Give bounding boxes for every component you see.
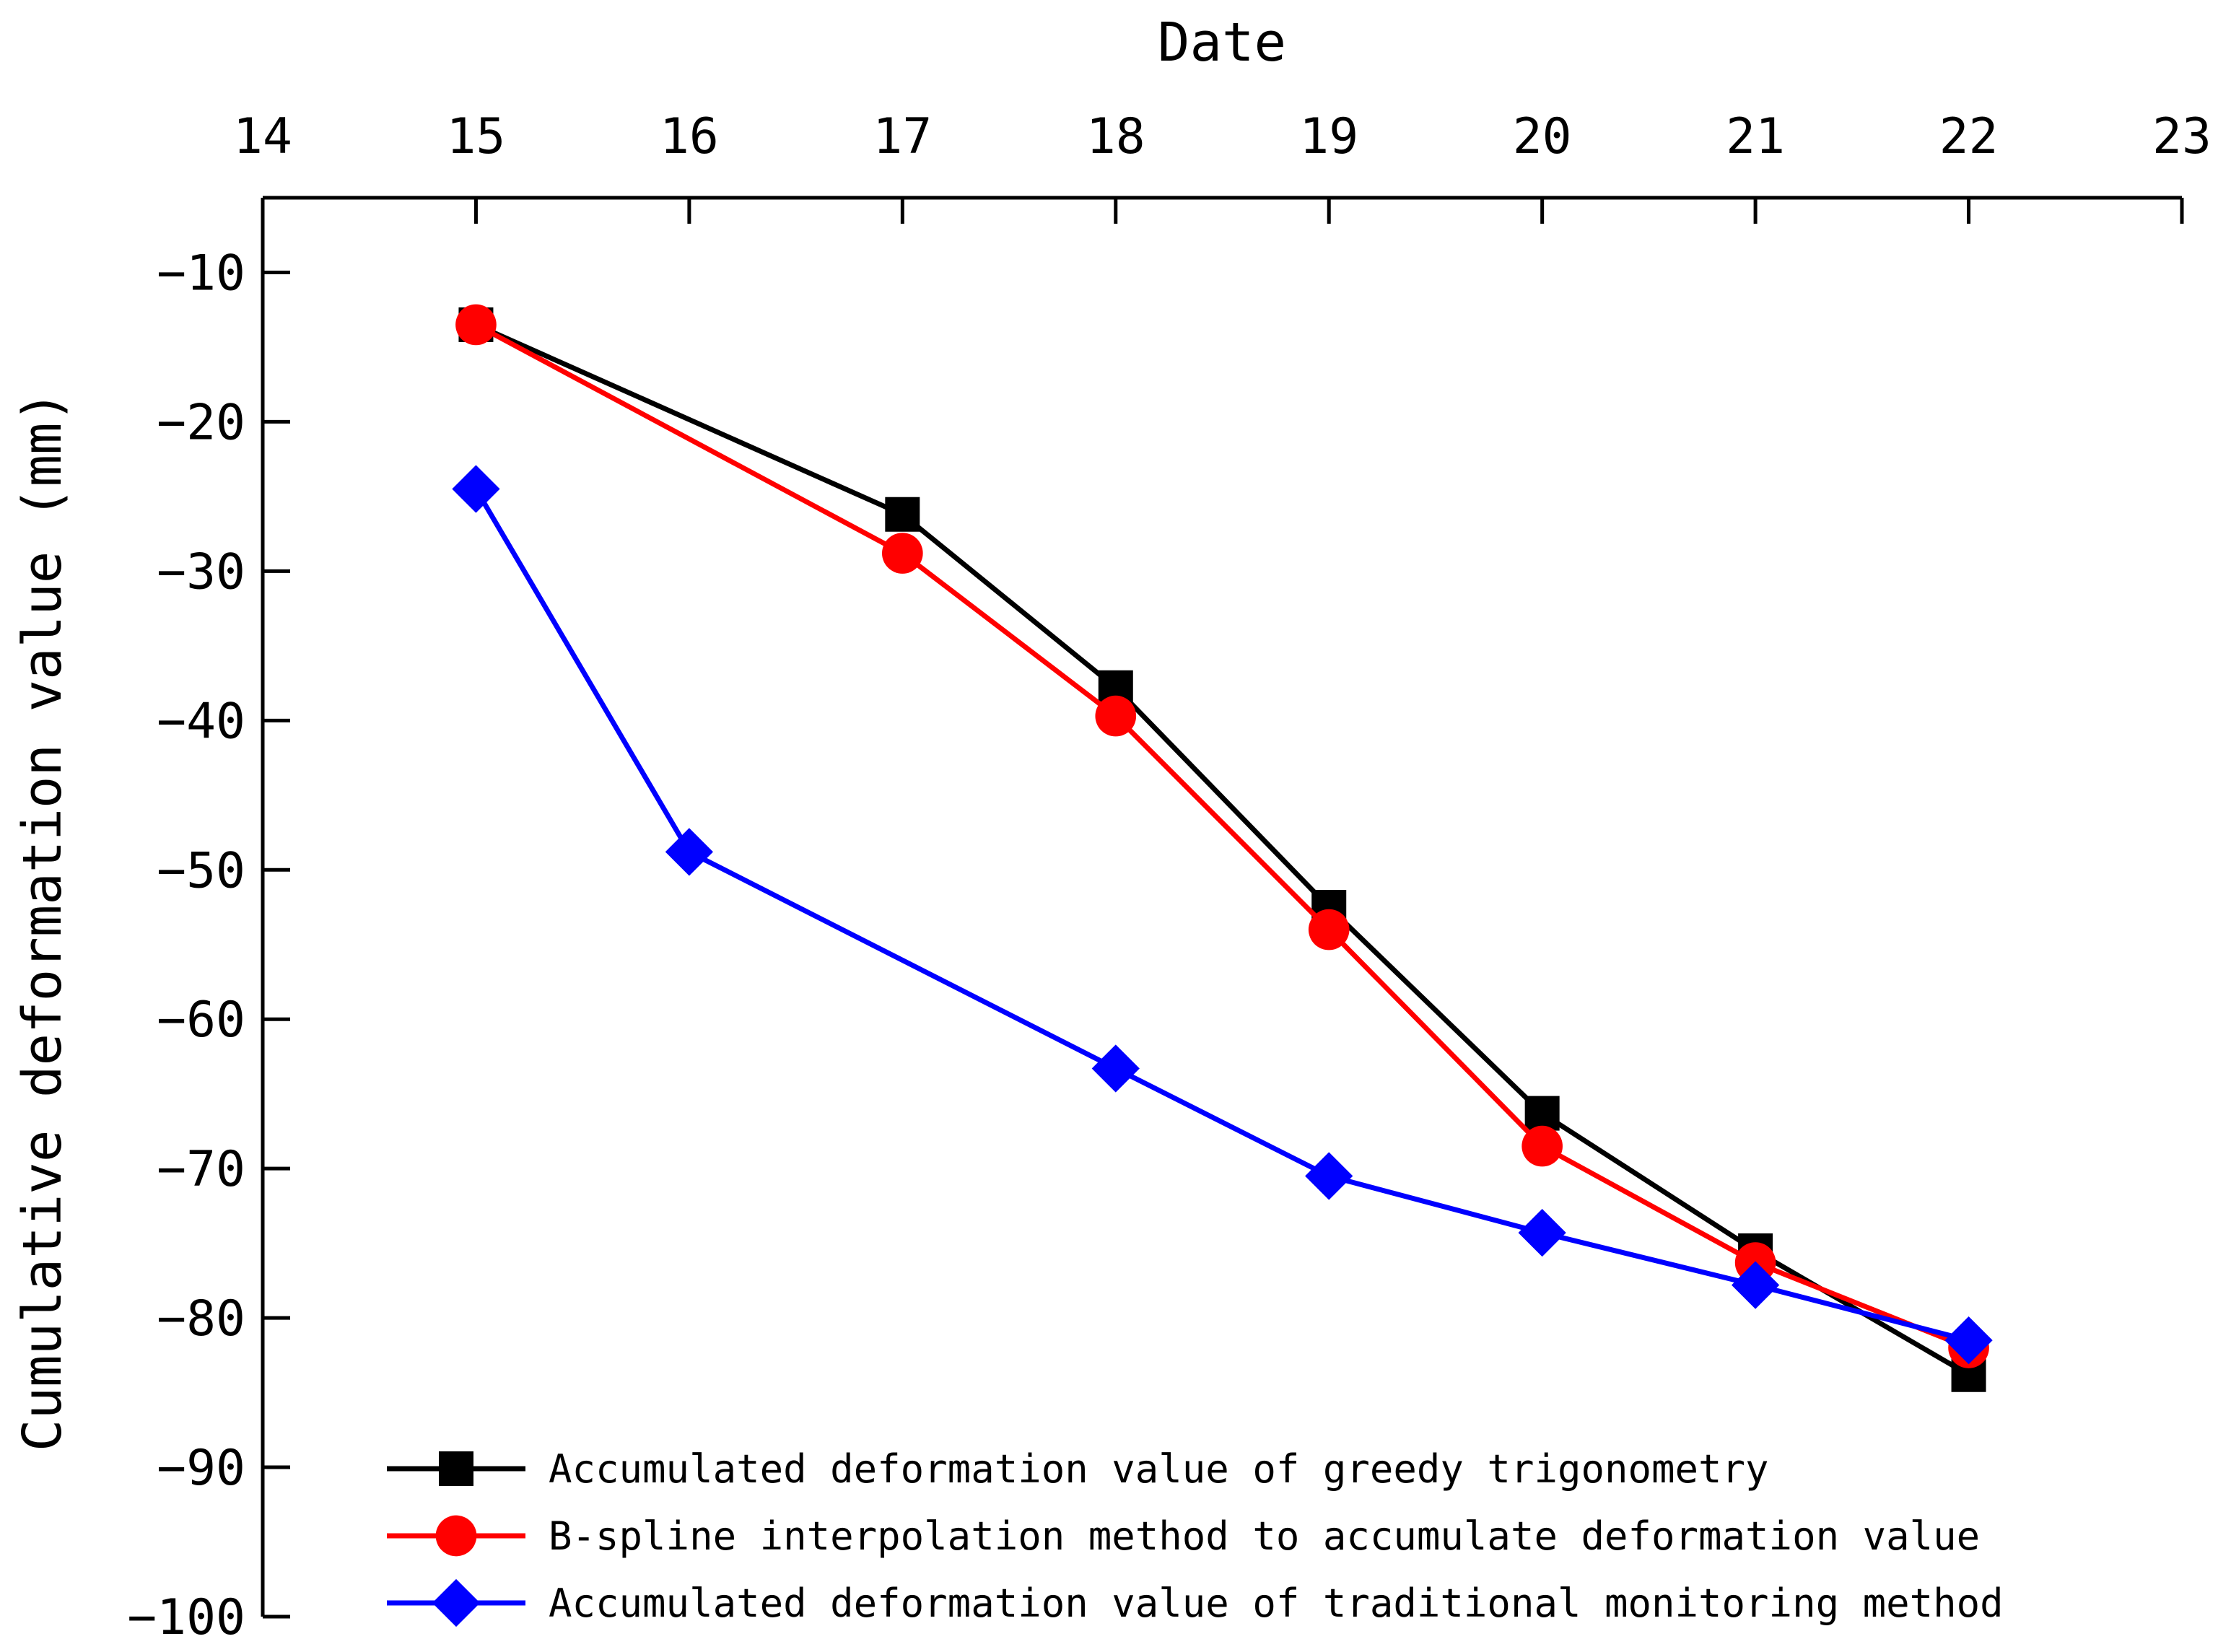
y-tick-label: −40 <box>157 693 245 750</box>
square-marker <box>885 497 920 532</box>
legend-label: Accumulated deformation value of traditi… <box>549 1581 2004 1626</box>
x-tick-label: 21 <box>1726 108 1785 165</box>
y-tick-label: −90 <box>157 1440 245 1497</box>
legend-label: B-spline interpolation method to accumul… <box>549 1513 1980 1559</box>
y-tick-label: −80 <box>157 1290 245 1347</box>
plot-series <box>452 304 1993 1392</box>
y-tick-label: −30 <box>157 543 245 600</box>
x-tick-label: 23 <box>2152 108 2212 165</box>
x-tick-label: 14 <box>233 108 292 165</box>
y-tick-label: −50 <box>157 842 245 899</box>
y-tick-label: −60 <box>157 992 245 1049</box>
x-tick-label: 19 <box>1299 108 1358 165</box>
series-line <box>473 487 1970 1343</box>
circle-marker <box>882 533 923 574</box>
y-axis-title: Cumulative deformation value (mm) <box>12 390 74 1451</box>
square-marker <box>1524 1096 1560 1131</box>
x-tick-label: 17 <box>873 108 932 165</box>
y-tick-label: −70 <box>157 1141 245 1198</box>
legend-item: B-spline interpolation method to accumul… <box>387 1513 1980 1559</box>
diamond-marker <box>452 465 500 513</box>
x-tick-label: 15 <box>446 108 505 165</box>
legend-label: Accumulated deformation value of greedy … <box>549 1446 1769 1492</box>
y-tick-label: −10 <box>157 245 245 302</box>
diamond-marker <box>1731 1261 1780 1309</box>
diamond-marker <box>1944 1316 1993 1365</box>
diamond-marker <box>432 1578 481 1627</box>
series-line <box>474 322 1970 1350</box>
x-axis-title: Date <box>1158 12 1286 74</box>
circle-marker <box>1308 909 1350 950</box>
x-tick-label: 22 <box>1939 108 1999 165</box>
series-diamond <box>452 465 1993 1365</box>
x-tick-label: 16 <box>660 108 719 165</box>
axes: 14 15 16 17 18 19 20 21 22 23 −10 −20 −30 −40 −50 −60 −7… <box>127 108 2212 1646</box>
legend-item: Accumulated deformation value of greedy … <box>387 1446 1769 1492</box>
diamond-marker <box>1518 1209 1566 1257</box>
legend-item: Accumulated deformation value of traditi… <box>387 1578 2004 1627</box>
diamond-marker <box>1305 1152 1353 1200</box>
diamond-marker <box>1091 1044 1140 1093</box>
diamond-marker <box>665 828 714 876</box>
y-tick-label: −20 <box>157 394 245 451</box>
y-tick-label: −100 <box>127 1589 245 1646</box>
circle-marker <box>455 304 497 346</box>
x-tick-label: 18 <box>1086 108 1145 165</box>
x-tick-label: 20 <box>1513 108 1572 165</box>
circle-marker <box>1095 695 1137 737</box>
circle-marker <box>435 1515 477 1557</box>
circle-marker <box>1521 1125 1563 1167</box>
legend: Accumulated deformation value of greedy … <box>387 1446 2004 1627</box>
square-marker <box>439 1451 473 1486</box>
